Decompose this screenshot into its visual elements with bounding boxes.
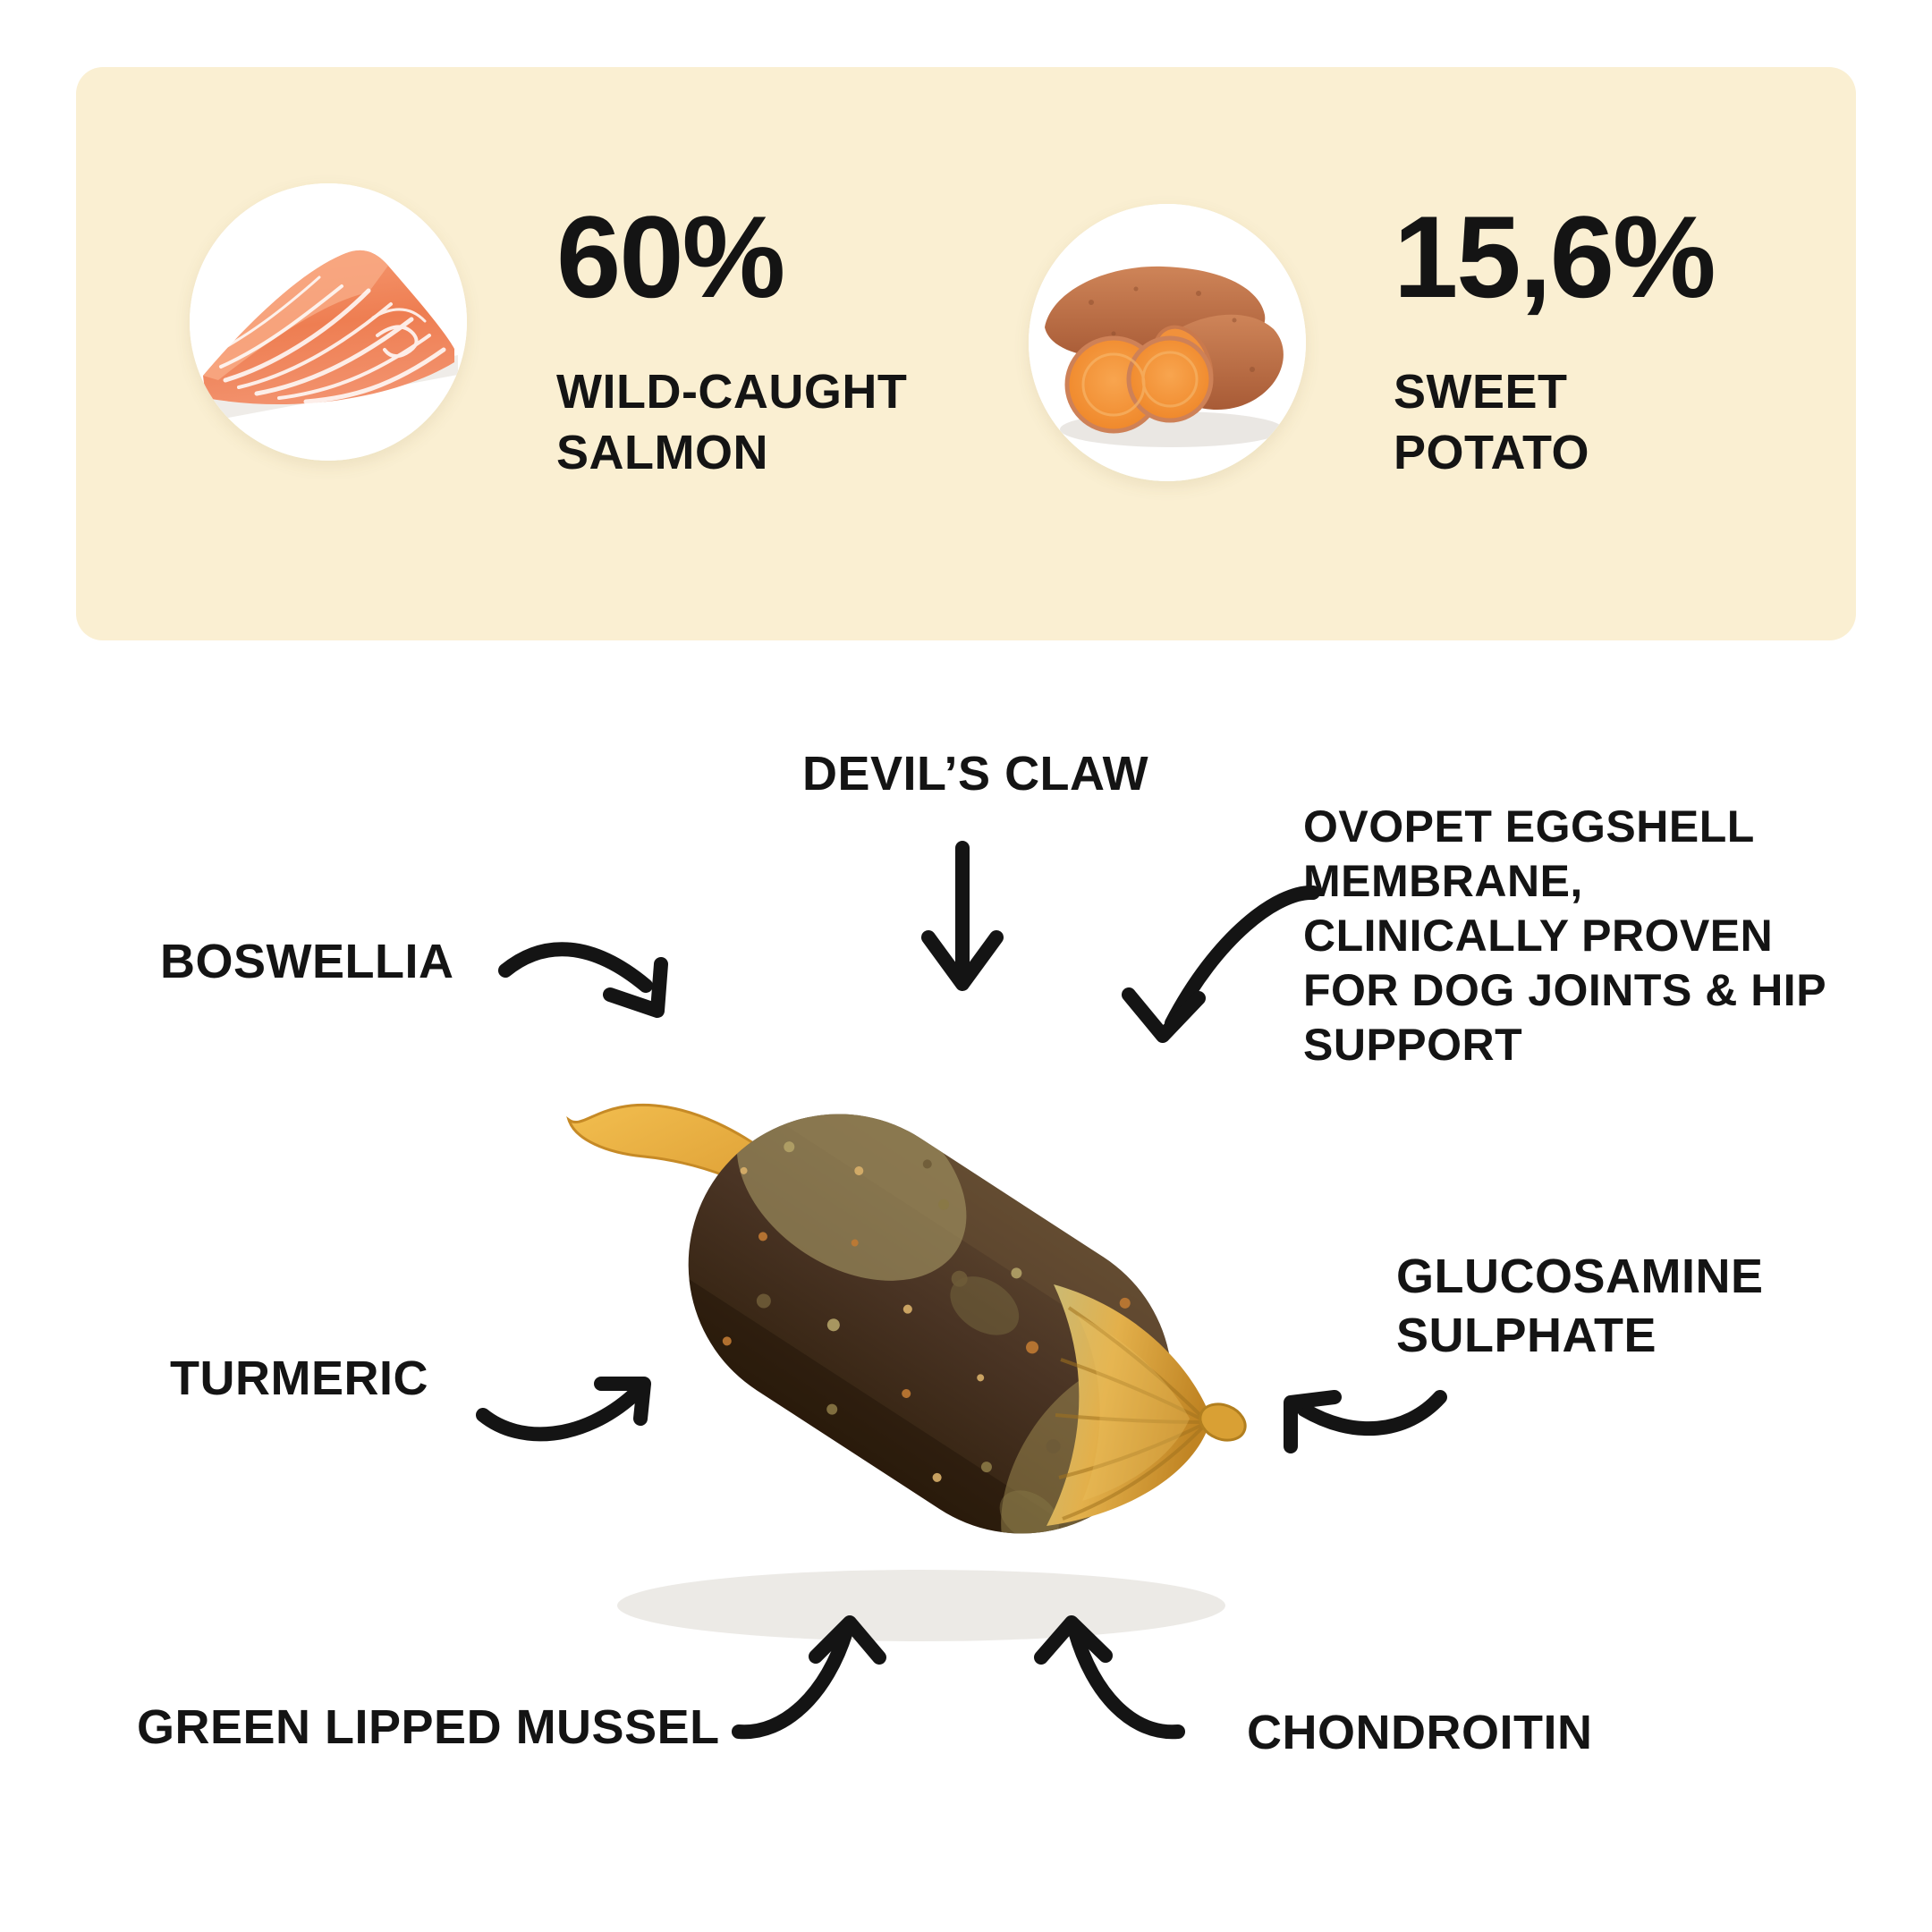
salmon-photo-circle [190,183,467,461]
casing-tail [566,1103,811,1221]
chub-body [641,1068,1218,1591]
green-lipped-mussel-arrow [732,1615,886,1740]
product-chub-image [566,1068,1247,1641]
boswellia-arrow [498,942,668,1018]
ovopet-label-line4: FOR DOG JOINTS & HIP [1303,965,1827,1015]
salmon-label-line2: SALMON [556,426,768,479]
ovopet-label-line1: OVOPET EGGSHELL [1303,801,1755,852]
turmeric-arrow [476,1377,651,1442]
glucosamine-label-line1: GLUCOSAMINE [1396,1250,1764,1303]
devils-claw-arrow [921,841,1004,991]
salmon-percent: 60% [556,191,785,322]
salmon-label-line1: WILD-CAUGHT [556,365,908,419]
glucosamine-arrow [1284,1390,1447,1453]
sweet-potato-label-line1: SWEET [1394,365,1568,419]
sweet-potato-image [1029,204,1306,481]
sweet-potato-photo-circle [1029,204,1306,481]
ovopet-label-line2: MEMBRANE, [1303,856,1583,906]
ovopet-label-line5: SUPPORT [1303,1020,1523,1070]
sweet-potato-percent: 15,6% [1394,191,1716,322]
boswellia-label: BOSWELLIA [160,935,454,988]
chondroitin-arrow [1034,1615,1185,1740]
sweet-potato-label-line2: POTATO [1394,426,1589,479]
sweet-potato-label: SWEET POTATO [1394,361,1589,483]
salmon-label: WILD-CAUGHT SALMON [556,361,907,483]
devils-claw-label: DEVIL’S CLAW [802,747,1149,801]
turmeric-label: TURMERIC [170,1352,428,1405]
glucosamine-label-line2: SULPHATE [1396,1309,1657,1362]
product-shadow [617,1570,1225,1641]
ovopet-label: OVOPET EGGSHELL MEMBRANE, CLINICALLY PRO… [1303,800,1826,1072]
chondroitin-label: CHONDROITIN [1247,1706,1593,1759]
chub-speckles [722,1141,1158,1506]
salmon-fillet-image [190,183,467,461]
ovopet-arrow [1122,885,1320,1043]
casing-fan [1046,1284,1247,1526]
glucosamine-label: GLUCOSAMINE SULPHATE [1396,1247,1764,1365]
casing-knot [1199,1402,1247,1442]
ovopet-label-line3: CLINICALLY PROVEN [1303,911,1774,961]
green-lipped-mussel-label: GREEN LIPPED MUSSEL [137,1700,720,1754]
